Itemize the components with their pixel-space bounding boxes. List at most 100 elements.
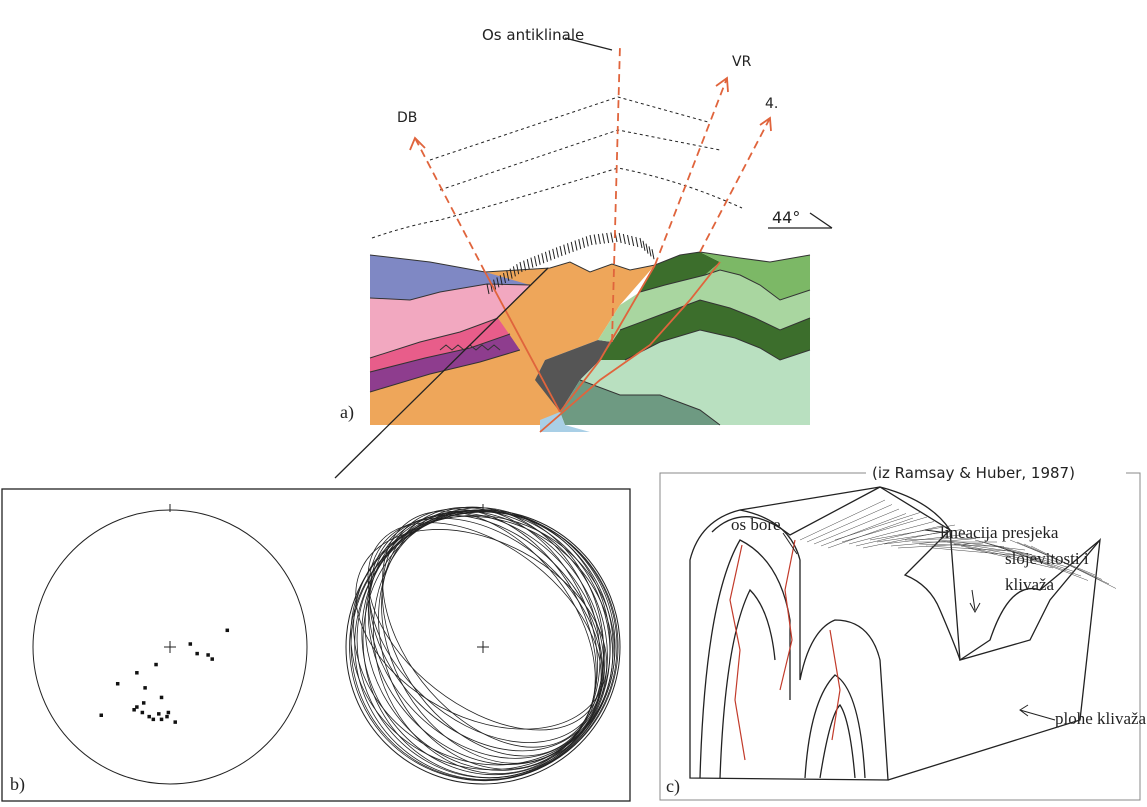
boundary-8 [579,379,721,426]
boundary-4 [369,349,521,393]
fault-lines [484,261,721,433]
fold-front-arc-2 [719,588,776,779]
lineation-stroke [806,504,893,543]
pointer-lineation [924,529,949,534]
hatch-mark [570,241,574,252]
hatch-mark [509,268,513,279]
label-4: 4. [765,96,778,112]
hatch-mark [593,234,597,245]
hatch-mark [555,247,559,258]
lineation-strokes [799,499,1117,589]
cleavage-trace-2 [779,539,796,691]
pole-point [147,714,151,719]
layer-green-right [700,252,810,300]
fold-top-surface [711,486,1101,662]
projected-line-3 [429,96,709,161]
label-vr: VR [732,54,752,70]
fold-back-edge [879,486,1101,781]
pole-point [225,628,230,633]
hatch-mark [589,234,593,246]
panel-c: (iz Ramsay & Huber, 1987) os bo [659,464,1147,801]
pole-point [99,713,103,717]
hatch-mark [493,279,497,290]
hatch-mark [512,266,516,277]
pole-point [165,714,169,719]
lineation-stroke [904,537,991,541]
label-cleavage: plohe klivaža [1055,709,1147,728]
hatch-mark [567,243,570,254]
hatch-mark [541,253,545,264]
layer-pink [370,284,530,358]
pole-point [154,662,158,667]
hatch-mark [582,237,585,248]
label-lineation-2: slojevitosti i [1005,549,1089,568]
hatch-mark [602,233,605,244]
dip-symbol [768,212,833,229]
hatch-mark [559,245,563,257]
pole-point [140,710,145,715]
ray-arrowheads [409,76,772,151]
lineation-stroke [939,539,1026,551]
lineation-stroke [1002,547,1089,581]
layer-magenta [370,318,510,372]
lineation-stroke [855,525,942,547]
panel-c-label: c) [666,776,680,797]
stereonet-great-circles [345,504,621,785]
angle-label: 44° [772,208,800,227]
pole-point [206,653,210,657]
hatch-mark [635,236,639,248]
fold-front-arc-1 [699,539,791,779]
hatch-mark [642,240,646,251]
layer-orange-left [370,350,560,425]
hatch-mark [523,260,527,271]
lineation-stroke [799,499,886,541]
lineation-stroke [869,524,956,541]
lineation-stroke [932,547,1019,556]
pole-point [166,710,171,715]
pole-point [195,651,199,656]
dip-symbol-slope [809,212,833,229]
panel-c-pointers [782,529,1056,721]
hatch-mark [496,277,500,288]
fold-front-face [689,509,889,781]
hatch-mark [578,239,582,250]
pole-point [151,717,156,722]
hatch-mark [639,237,643,249]
hatch-mark [516,264,520,275]
layer-purple [370,334,520,392]
hatch-mark [526,258,530,270]
pole-point [159,717,164,722]
layer-pale-green-wedge [598,270,810,342]
panel-b-label: b) [10,774,25,795]
hatch-mark [519,261,523,273]
hatch-mark [503,272,506,284]
projected-bedding-lines [371,96,743,239]
arrowhead-db [409,136,426,151]
hatch-mark [645,243,649,254]
boundary-3 [369,333,511,373]
great-circle [350,515,616,771]
layer-teal [560,380,720,425]
layer-blue [370,255,550,300]
lineation-stroke [925,545,1012,552]
projected-line-2 [439,129,721,191]
hatch-mark [544,251,548,262]
lineation-stroke [960,545,1047,564]
layer-dark-green-band [600,300,810,360]
hatch-mark [548,250,552,261]
lineation-stroke [967,547,1054,569]
great-circle [354,510,616,781]
layer-dark-green-top [640,252,720,292]
boundary-7 [624,329,811,361]
hatch-mark [534,256,538,267]
poles-group [99,628,230,724]
pole-point [135,705,139,709]
boundary-5 [639,269,811,301]
lineation-stroke [848,521,935,545]
pole-point [159,695,164,700]
label-lineation-1: lineacija presjeka [940,523,1059,542]
great-circle [378,506,601,770]
hatch-mark [618,232,622,244]
hatch-mark [610,232,614,243]
